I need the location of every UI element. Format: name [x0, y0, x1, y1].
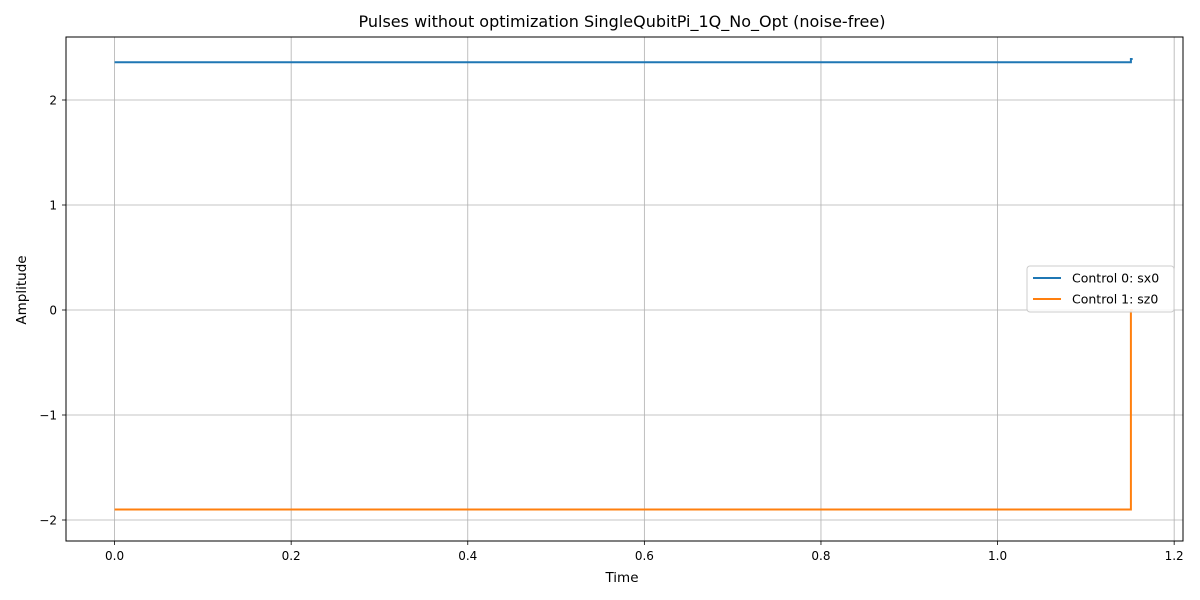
legend-box — [1026, 265, 1175, 313]
x-tick-label: 0.6 — [635, 549, 654, 563]
x-tick-label: 1.2 — [1165, 549, 1184, 563]
grid — [66, 37, 1183, 541]
y-tick-label: 1 — [49, 199, 57, 213]
x-tick-label: 0.2 — [282, 549, 301, 563]
y-tick-label: 0 — [49, 304, 57, 318]
y-axis-ticks: −2 −1 0 1 2 — [39, 94, 66, 528]
x-tick-label: 1.0 — [988, 549, 1007, 563]
y-tick-label: −2 — [39, 514, 57, 528]
x-tick-label: 0.8 — [811, 549, 830, 563]
series-line-0 — [114, 58, 1133, 64]
y-tick-label: −1 — [39, 409, 57, 423]
legend: Control 0: sx0 Control 1: sz0 — [1026, 265, 1175, 313]
legend-label-0: Control 0: sx0 — [1072, 271, 1159, 286]
legend-label-1: Control 1: sz0 — [1072, 292, 1158, 307]
x-axis-ticks: 0.0 0.2 0.4 0.6 0.8 1.0 1.2 — [105, 541, 1184, 563]
plot-frame — [65, 36, 1184, 542]
y-axis-label: Amplitude — [14, 255, 30, 324]
chart-title: Pulses without optimization SingleQubitP… — [359, 12, 886, 32]
x-tick-label: 0.4 — [458, 549, 477, 563]
x-tick-label: 0.0 — [105, 549, 124, 563]
y-tick-label: 2 — [49, 94, 57, 108]
x-axis-label: Time — [604, 570, 638, 586]
